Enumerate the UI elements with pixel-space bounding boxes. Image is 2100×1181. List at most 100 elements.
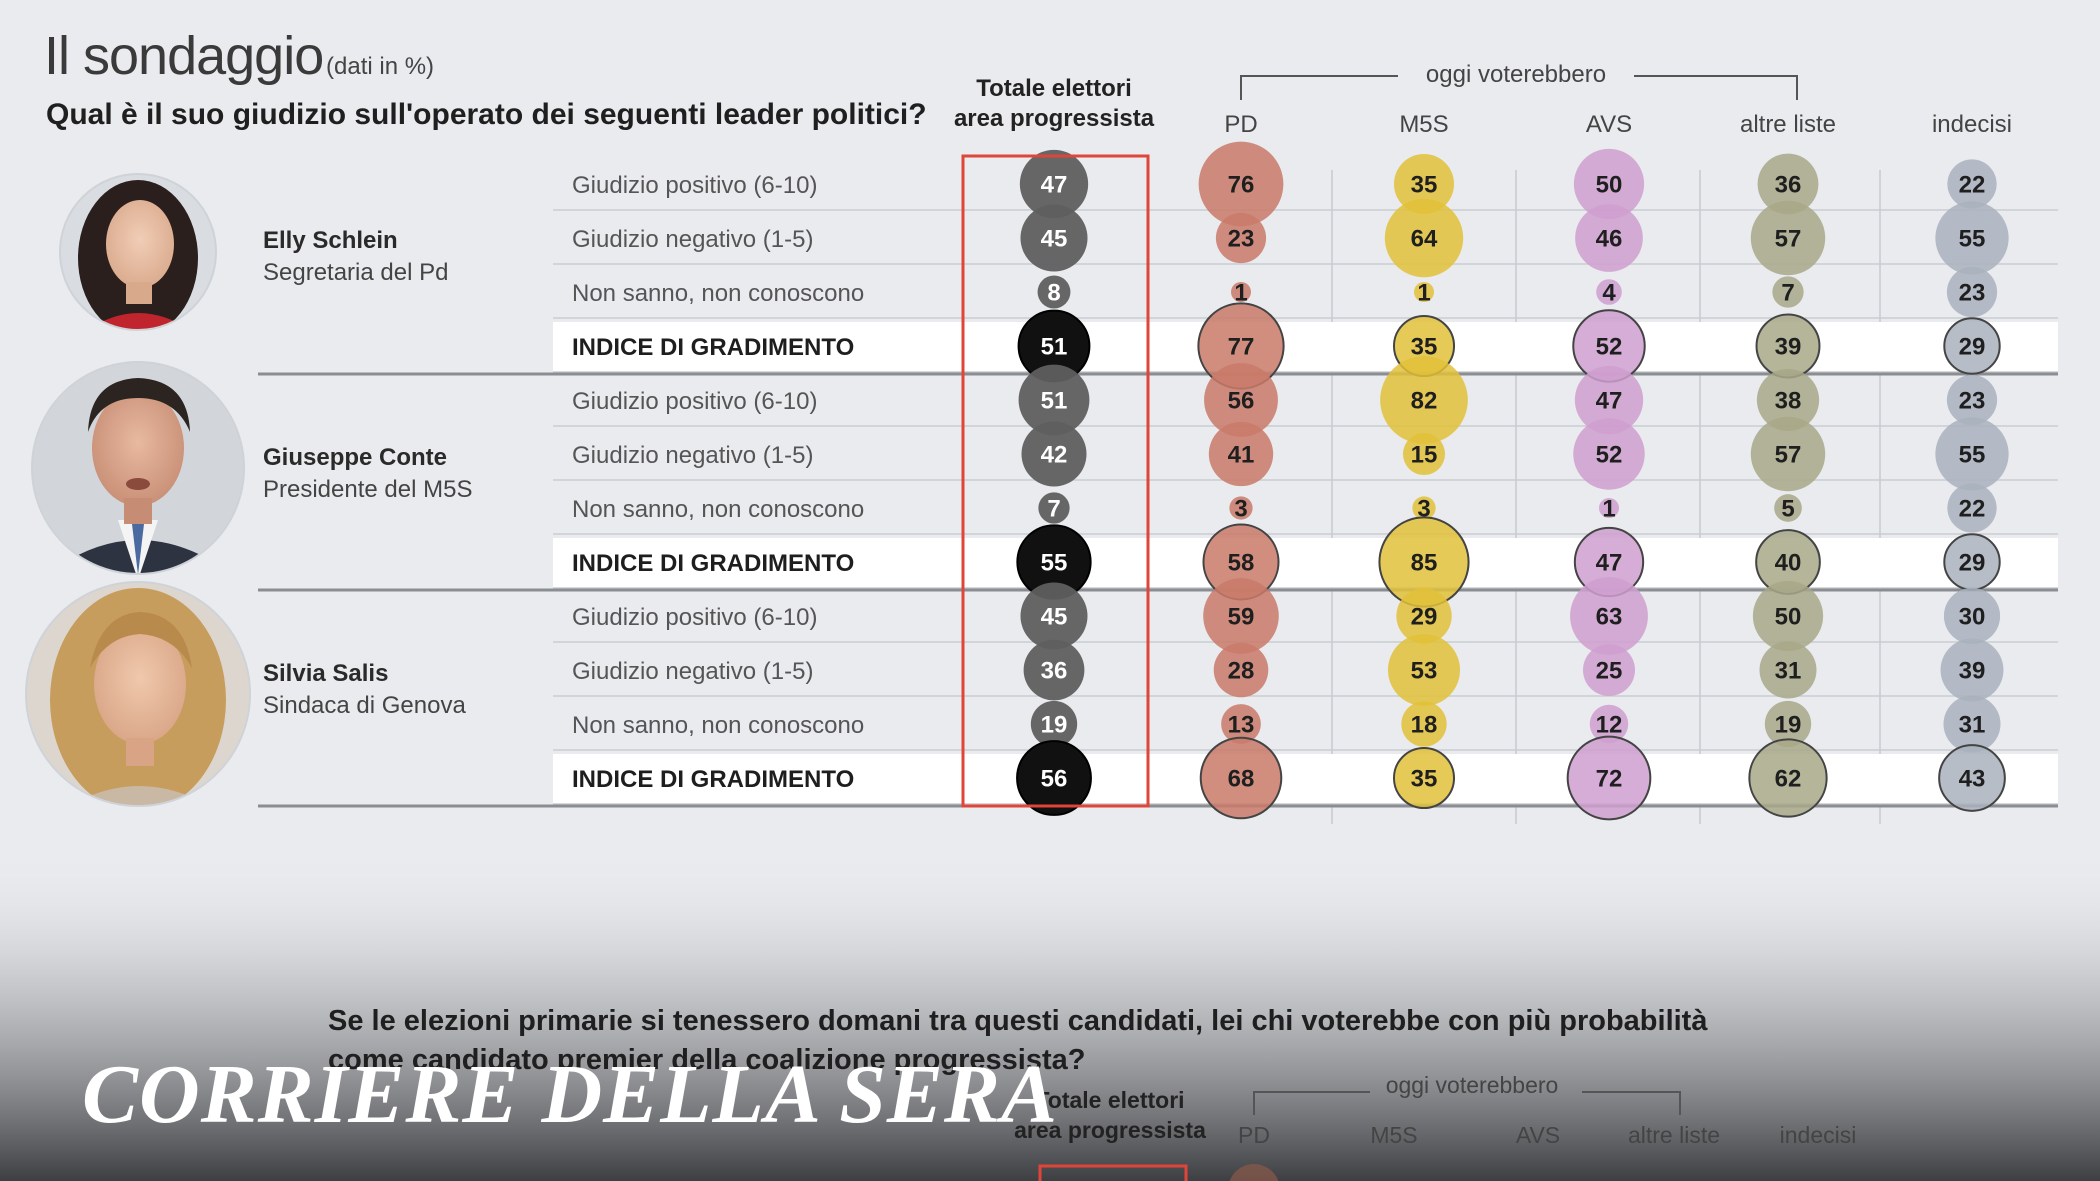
- bubble-pd: [1221, 704, 1261, 744]
- bubble-avs: [1589, 704, 1629, 744]
- value-label: 50: [1775, 604, 1802, 631]
- bubble-avs: [1573, 418, 1645, 490]
- value-label: 52: [1596, 442, 1623, 469]
- bubble-avs: [1574, 365, 1644, 435]
- value-label: 76: [1228, 172, 1255, 199]
- value-label: 59: [1228, 604, 1255, 631]
- value-label: 57: [1775, 442, 1802, 469]
- row-label: Giudizio positivo (6-10): [572, 604, 817, 631]
- value-label: 56: [1041, 766, 1068, 793]
- bubble-totale: [1020, 582, 1088, 650]
- q2-total-highlight: [1038, 1164, 1188, 1181]
- value-label: 28: [1228, 658, 1255, 685]
- row-label: Giudizio positivo (6-10): [572, 172, 817, 199]
- bubble-avs: [1596, 279, 1622, 305]
- value-label: 12: [1596, 712, 1623, 739]
- value-label: 45: [1041, 226, 1068, 253]
- value-label: 52: [1596, 334, 1623, 361]
- second-question-line2: come candidato premier della coalizione …: [328, 1044, 1085, 1076]
- value-label: 82: [1411, 388, 1438, 415]
- value-label: 62: [1775, 766, 1802, 793]
- q2-total-header-line1: Totale elettori: [1035, 1087, 1184, 1113]
- value-label: 42: [1041, 442, 1068, 469]
- bubble-altre-liste: [1772, 276, 1804, 308]
- value-label: 23: [1959, 280, 1986, 307]
- value-label: 1: [1234, 280, 1247, 307]
- bubble-indecisi: [1935, 201, 2009, 275]
- column-header-indecisi: indecisi: [1932, 111, 2012, 138]
- row-label: Non sanno, non conoscono: [572, 280, 864, 307]
- value-label: 38: [1775, 388, 1802, 415]
- q2-column-header-pd: PD: [1238, 1122, 1270, 1148]
- value-label: 36: [1041, 658, 1068, 685]
- bubble-indecisi: [1947, 159, 1997, 209]
- value-label: 50: [1596, 172, 1623, 199]
- value-label: 18: [1411, 712, 1438, 739]
- value-label: 55: [1959, 442, 1986, 469]
- value-label: 22: [1959, 172, 1986, 199]
- bubble-indecisi: [1943, 695, 2001, 753]
- leader-name: Giuseppe Conte: [263, 444, 447, 471]
- value-label: 46: [1596, 226, 1623, 253]
- bubble-indecisi: [1943, 317, 2001, 375]
- value-label: 55: [1959, 226, 1986, 253]
- value-label: 31: [1959, 712, 1986, 739]
- value-label: 72: [1596, 766, 1623, 793]
- page-title: Il sondaggio: [44, 26, 323, 86]
- leader-role: Sindaca di Genova: [263, 692, 466, 719]
- bubble-avs: [1575, 204, 1643, 272]
- bubble-m5s: [1393, 153, 1455, 215]
- bubble-totale: [1018, 364, 1090, 436]
- bubble-indecisi: [1946, 374, 1998, 426]
- value-label: 5: [1781, 496, 1794, 523]
- q2-column-header-indecisi: indecisi: [1780, 1122, 1857, 1148]
- leader-1: Elly Schlein Segretaria del Pd: [59, 173, 448, 331]
- value-label: 85: [1411, 550, 1438, 577]
- row-label: INDICE DI GRADIMENTO: [572, 550, 854, 577]
- bubble-avs: [1570, 577, 1648, 655]
- total-column-highlight: [961, 154, 1150, 808]
- bubble-altre-liste: [1750, 416, 1826, 492]
- bubble-m5s: [1402, 432, 1446, 476]
- bubble-altre-liste: [1750, 200, 1826, 276]
- value-label: 4: [1602, 280, 1616, 307]
- row-label: Giudizio negativo (1-5): [572, 442, 813, 469]
- value-label: 8: [1047, 280, 1060, 307]
- bubble-m5s: [1384, 198, 1464, 278]
- value-label: 25: [1596, 658, 1623, 685]
- q2-column-header-m5s: M5S: [1370, 1122, 1417, 1148]
- portrait-elly-schlein: [60, 174, 216, 330]
- value-label: 51: [1041, 334, 1068, 361]
- brand-logo: CORRIERE DELLA SERA: [82, 1048, 1058, 1141]
- value-label: 58: [1228, 550, 1255, 577]
- bubble-indecisi: [1940, 638, 2004, 702]
- value-label: 41: [1228, 442, 1255, 469]
- bubble-altre-liste: [1764, 700, 1812, 748]
- bubble-altre-liste: [1757, 153, 1819, 215]
- survey-question: Qual è il suo giudizio sull'operato dei …: [46, 98, 927, 131]
- value-label: 36: [1775, 172, 1802, 199]
- value-label: 22: [1959, 496, 1986, 523]
- value-label: 30: [1959, 604, 1986, 631]
- bubble-pd: [1231, 282, 1251, 302]
- bubble-pd: [1229, 496, 1253, 520]
- bubble-totale: [1020, 204, 1088, 272]
- bubble-altre-liste: [1774, 494, 1802, 522]
- bubble-avs: [1566, 735, 1652, 821]
- value-label: 15: [1411, 442, 1438, 469]
- total-header-line2: area progressista: [954, 105, 1155, 132]
- q2-bubble-partial: [1229, 1164, 1279, 1181]
- value-label: 53: [1411, 658, 1438, 685]
- bubble-m5s: [1401, 701, 1447, 747]
- bubble-pd: [1213, 642, 1269, 698]
- value-label: 7: [1047, 496, 1060, 523]
- bubble-altre-liste: [1748, 738, 1828, 818]
- bubble-totale: [1021, 421, 1087, 487]
- row-label: INDICE DI GRADIMENTO: [572, 334, 854, 361]
- second-question-line1: Se le elezioni primarie si tenessero dom…: [328, 1005, 1708, 1037]
- group-bracket: [1240, 75, 1798, 100]
- row-label: INDICE DI GRADIMENTO: [572, 766, 854, 793]
- value-label: 77: [1228, 334, 1255, 361]
- value-label: 51: [1041, 388, 1068, 415]
- value-label: 45: [1041, 604, 1068, 631]
